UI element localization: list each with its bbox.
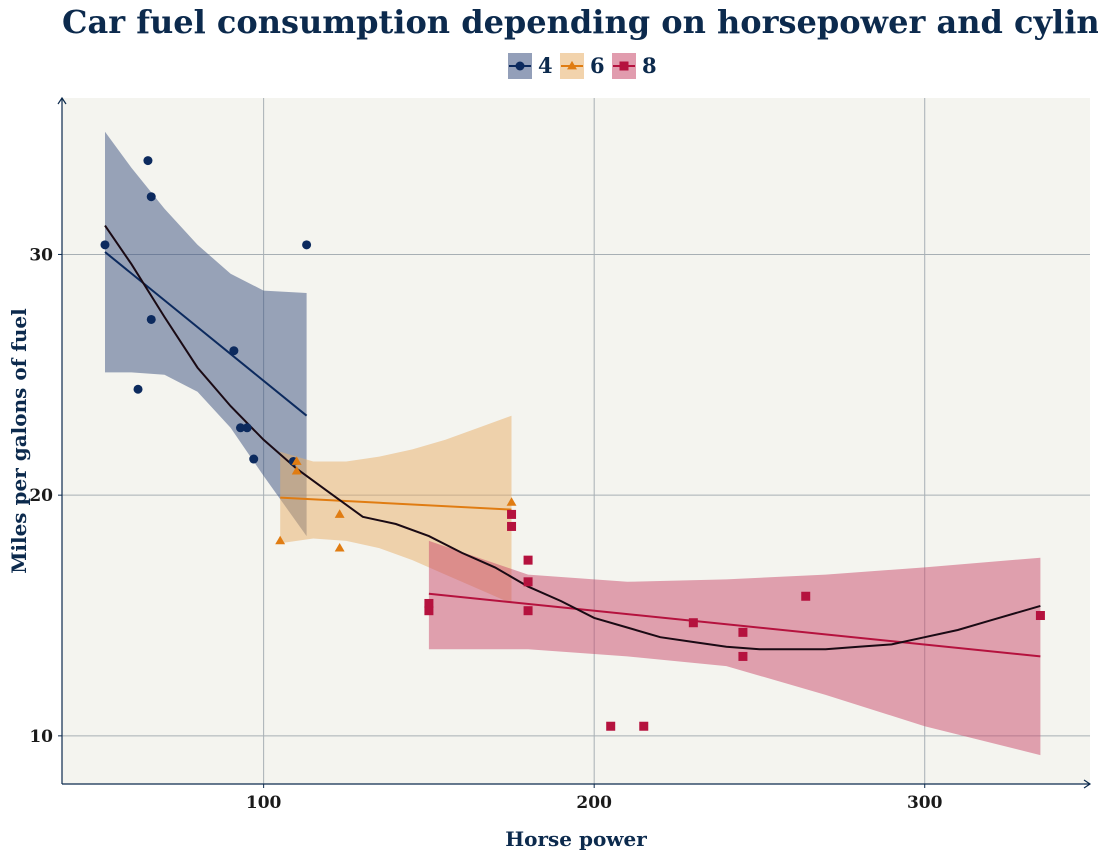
data-point-6 (334, 509, 345, 518)
data-point-6 (291, 456, 302, 465)
data-point-4 (229, 346, 239, 356)
y-tick-label: 30 (29, 245, 53, 265)
x-axis-title: Horse power (505, 827, 647, 851)
x-tick-label: 100 (246, 793, 282, 813)
data-point-4 (302, 240, 312, 250)
legend-label-6: 6 (590, 53, 605, 78)
data-point-8 (688, 618, 698, 628)
data-points (100, 156, 1045, 731)
data-point-4 (146, 192, 156, 202)
data-point-6 (334, 542, 345, 552)
fit-line-4 (104, 251, 308, 417)
data-point-8 (606, 721, 616, 731)
data-point-4 (146, 314, 156, 324)
data-point-6 (275, 535, 286, 545)
data-point-4 (249, 454, 259, 464)
legend-label-4: 4 (538, 53, 553, 78)
data-point-4 (242, 423, 252, 433)
legend-marker-8 (619, 61, 629, 71)
data-point-8 (507, 509, 517, 519)
legend-label-8: 8 (642, 53, 657, 78)
x-axis-arrow (1083, 779, 1092, 789)
x-tick-label: 300 (907, 793, 943, 813)
data-point-8 (424, 598, 434, 608)
data-point-4 (235, 423, 245, 433)
data-point-4 (143, 156, 153, 166)
data-point-8 (424, 606, 434, 616)
y-axis-title: Miles per galons of fuel (7, 308, 31, 574)
data-point-8 (1035, 611, 1045, 621)
fit-lines (104, 225, 1041, 658)
y-tick-label: 10 (29, 727, 53, 747)
tick-labels: 100 200 300 10 20 30 (29, 245, 942, 813)
legend-marker-6 (567, 60, 577, 70)
legend-marker-4 (515, 61, 525, 71)
data-point-8 (738, 627, 748, 637)
y-tick-label: 20 (29, 486, 53, 506)
fit-line-6 (280, 496, 512, 511)
data-point-8 (523, 577, 533, 587)
fit-line-8 (428, 592, 1041, 658)
data-point-8 (801, 591, 811, 601)
data-point-8 (507, 521, 517, 531)
legend: 4 6 8 (508, 53, 657, 79)
data-point-4 (100, 240, 110, 250)
smooth-line (104, 225, 1041, 651)
axes (57, 96, 1092, 789)
data-point-8 (738, 651, 748, 661)
x-tick-label: 200 (576, 793, 612, 813)
data-point-6 (506, 497, 517, 506)
legend-item-8: 8 (612, 53, 657, 79)
chart-title: Car fuel consumption depending on horsep… (62, 3, 1098, 41)
data-point-8 (639, 721, 649, 731)
data-point-8 (523, 555, 533, 565)
data-point-8 (523, 606, 533, 616)
data-point-4 (133, 384, 143, 394)
data-point-6 (291, 465, 302, 475)
legend-item-4: 4 (508, 53, 553, 79)
y-axis-arrow (57, 96, 67, 105)
legend-item-6: 6 (560, 53, 605, 79)
